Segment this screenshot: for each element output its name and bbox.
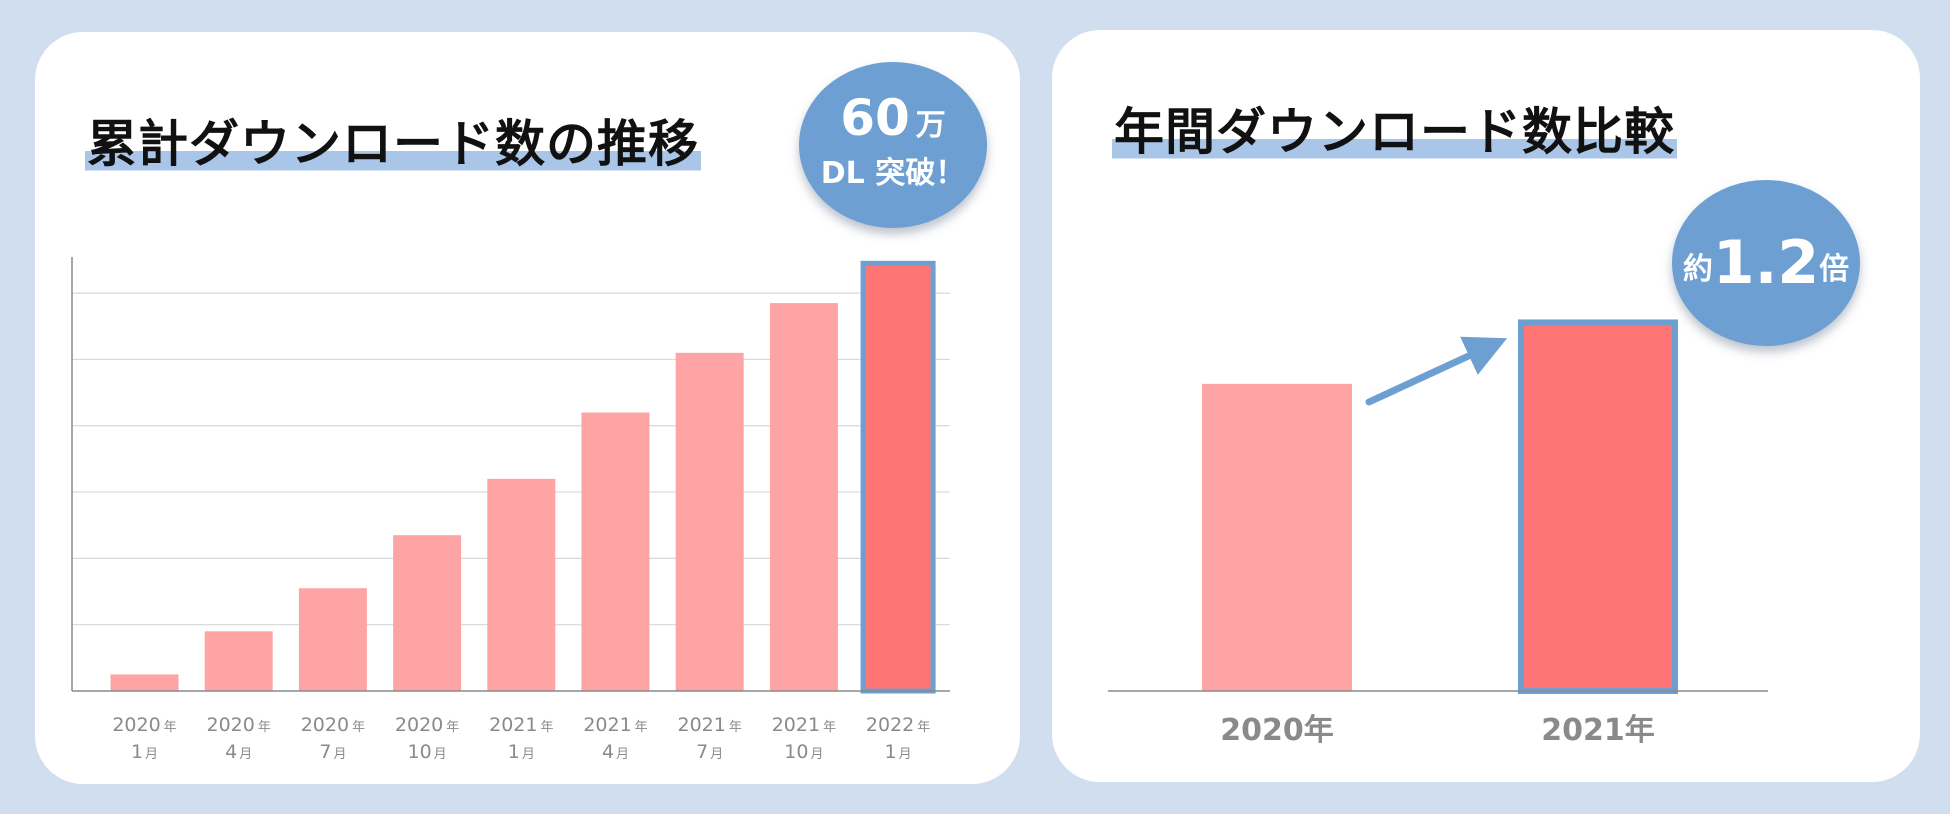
milestone-unit: 万 <box>915 108 946 143</box>
bar-2 <box>204 631 273 691</box>
ratio-suffix: 倍 <box>1819 252 1850 287</box>
tick-label-year-9: 2022 年 <box>866 714 930 736</box>
tick-label-year-6: 2021 年 <box>583 714 647 736</box>
tick-label-1: 2020年 <box>1220 713 1334 748</box>
bar-2020年 <box>1202 383 1352 691</box>
milestone-text: DL 突破！ <box>820 156 966 191</box>
tick-label-2: 2021年 <box>1541 713 1655 748</box>
bar-5 <box>487 478 556 691</box>
bar-8 <box>769 303 838 691</box>
tick-label-year-4: 2020 年 <box>395 714 459 736</box>
bar-3 <box>298 588 367 691</box>
tick-label-year-5: 2021 年 <box>489 714 553 736</box>
tick-label-year-1: 2020 年 <box>112 714 176 736</box>
growth-arrow <box>1365 336 1508 406</box>
tick-label-month-8: 10 月 <box>784 741 823 763</box>
cumulative-bar-chart: 2020 年 1 月 2020 年 4 月 2020 年 7 月 2020 年 10 月 2021 年 1 月 2021… <box>71 257 950 763</box>
tick-label-month-4: 10 月 <box>407 741 446 763</box>
cumulative-chart-title: 累計ダウンロード数の推移 <box>85 115 701 173</box>
tick-label-year-2: 2020 年 <box>207 714 271 736</box>
annual-comparison-panel: 年間ダウンロード数比較 2020年 2021年 約1.2倍 <box>1052 30 1920 782</box>
bar-1 <box>110 674 179 691</box>
ratio-prefix: 約 <box>1682 252 1713 287</box>
tick-label-year-3: 2020 年 <box>301 714 365 736</box>
bar-2021年 <box>1518 319 1678 694</box>
ratio-badge: 約1.2倍 <box>1672 180 1860 346</box>
milestone-badge: 60 万 DL 突破！ <box>799 62 987 228</box>
bar-7 <box>675 352 744 691</box>
bar-4 <box>393 535 462 691</box>
bar-6 <box>581 412 650 691</box>
comparison-chart-title: 年間ダウンロード数比較 <box>1112 103 1677 161</box>
annual-bar-chart: 2020年 2021年 <box>1108 319 1768 748</box>
cumulative-downloads-panel: 累計ダウンロード数の推移 60 万 DL 突破！ 2020 年 1 月 2020 年 4 月 20… <box>35 32 1020 784</box>
bar-highlight-9 <box>860 260 936 694</box>
tick-label-year-8: 2021 年 <box>772 714 836 736</box>
ratio-value: 1.2 <box>1712 228 1820 298</box>
milestone-number: 60 <box>840 89 910 147</box>
tick-label-year-7: 2021 年 <box>678 714 742 736</box>
